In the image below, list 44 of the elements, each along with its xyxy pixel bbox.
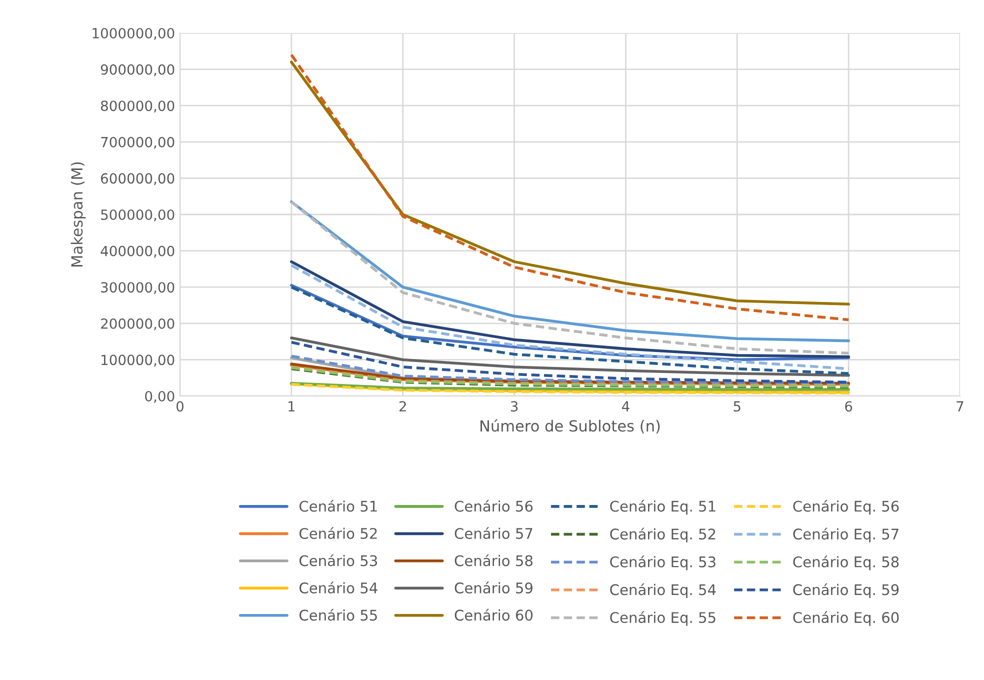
legend-label: Cenário 59 xyxy=(454,582,532,594)
y-tick-label: 700000,00 xyxy=(101,136,174,149)
legend-label: Cenário Eq. 58 xyxy=(793,556,899,570)
x-tick-label: 5 xyxy=(734,401,740,412)
y-axis-title: Makespan (M) xyxy=(70,162,86,266)
y-tick-label: 300000,00 xyxy=(101,282,174,294)
legend-label: Cenário 57 xyxy=(454,527,532,539)
x-axis-title: Número de Sublotes (n) xyxy=(480,419,660,434)
legend-label: Cenário 56 xyxy=(454,500,533,512)
x-tick-label: 7 xyxy=(956,401,964,412)
x-tick-label: 1 xyxy=(288,401,295,412)
y-tick-label: 900000,00 xyxy=(100,64,174,76)
y-tick-label: 800000,00 xyxy=(100,100,174,112)
y-tick-label: 200000,00 xyxy=(101,318,174,330)
y-tick-label: 400000,00 xyxy=(100,246,174,258)
line-series xyxy=(290,382,850,391)
y-tick-label: 500000,00 xyxy=(101,209,174,222)
y-tick-label: 100000,00 xyxy=(102,354,174,367)
x-tick-label: 6 xyxy=(845,401,852,412)
x-tick-label: 3 xyxy=(510,401,518,412)
legend-label: Cenário Eq. 55 xyxy=(610,611,716,626)
legend-label: Cenário Eq. 56 xyxy=(793,500,899,515)
x-tick-label: 2 xyxy=(399,401,406,412)
legend-label: Cenário 58 xyxy=(454,554,533,566)
legend-label: Cenário 54 xyxy=(299,582,378,594)
legend-label: Cenário Eq. 52 xyxy=(610,528,716,542)
legend-label: Cenário Eq. 60 xyxy=(793,611,899,626)
legend-label: Cenário Eq. 57 xyxy=(793,528,898,542)
y-tick-label: 0,00 xyxy=(145,390,174,403)
legend-label: Cenário Eq. 54 xyxy=(610,583,716,598)
legend-label: Cenário 51 xyxy=(299,500,377,512)
legend-label: Cenário 60 xyxy=(454,608,533,621)
y-tick-label: 1000000,00 xyxy=(92,28,174,40)
x-tick-label: 0 xyxy=(176,401,184,412)
x-tick-label: 4 xyxy=(622,401,630,412)
line-series xyxy=(290,286,850,375)
legend-label: Cenário 52 xyxy=(299,527,377,539)
legend-label: Cenário 55 xyxy=(299,608,377,621)
line-series xyxy=(290,336,850,377)
y-tick-label: 600000,00 xyxy=(101,173,174,186)
legend-label: Cenário 53 xyxy=(299,554,378,566)
legend-label: Cenário Eq. 53 xyxy=(610,556,716,570)
legend-label: Cenário Eq. 59 xyxy=(793,583,899,598)
legend-label: Cenário Eq. 51 xyxy=(610,500,716,515)
